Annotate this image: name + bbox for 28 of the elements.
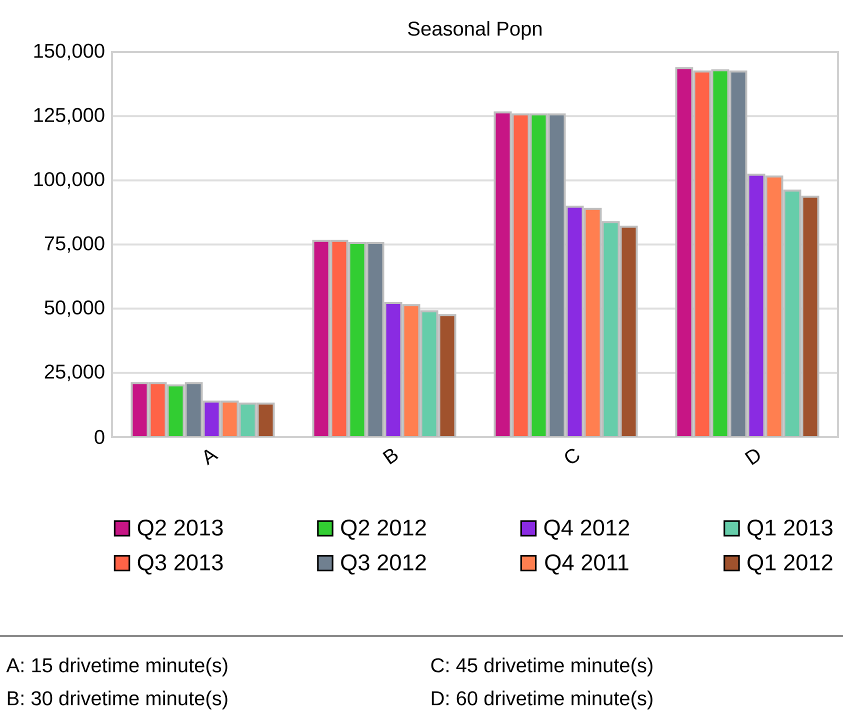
bar xyxy=(602,221,620,437)
y-tick-label: 0 xyxy=(94,430,104,444)
legend-label: Q3 2013 xyxy=(138,554,223,575)
legend-label: Q4 2012 xyxy=(544,520,630,540)
legend-label: Q3 2012 xyxy=(341,554,426,575)
y-tick-label: 50,000 xyxy=(44,300,104,317)
legend-label: Q2 2012 xyxy=(341,520,426,540)
text: C: 45 drivetime minute(s) xyxy=(431,658,652,676)
bar xyxy=(620,226,638,437)
x-tick-label: A xyxy=(204,450,219,466)
y-tick-label: 75,000 xyxy=(44,236,104,253)
bar xyxy=(801,196,820,437)
chart-title: Seasonal Popn xyxy=(408,21,542,40)
bar xyxy=(312,240,330,437)
y-tick-label: 25,000 xyxy=(44,364,104,382)
y-tick-label: 150,000 xyxy=(34,44,104,60)
x-tick-label: B xyxy=(382,448,398,464)
y-tick-label: 100,000 xyxy=(34,172,104,189)
x-tick-label: D xyxy=(744,449,760,466)
text: A: 15 drivetime minute(s) xyxy=(6,658,228,676)
legend-label: Q2 2013 xyxy=(138,520,223,540)
legend-label: Q4 2011 xyxy=(545,554,628,575)
x-tick-label: C xyxy=(565,448,580,464)
text: D: 60 drivetime minute(s) xyxy=(432,690,652,710)
legend-label: Q1 2012 xyxy=(748,554,832,575)
legend-label: Q1 2013 xyxy=(748,520,832,540)
y-tick-label: 125,000 xyxy=(34,108,104,124)
text: B: 30 drivetime minute(s) xyxy=(8,690,228,710)
